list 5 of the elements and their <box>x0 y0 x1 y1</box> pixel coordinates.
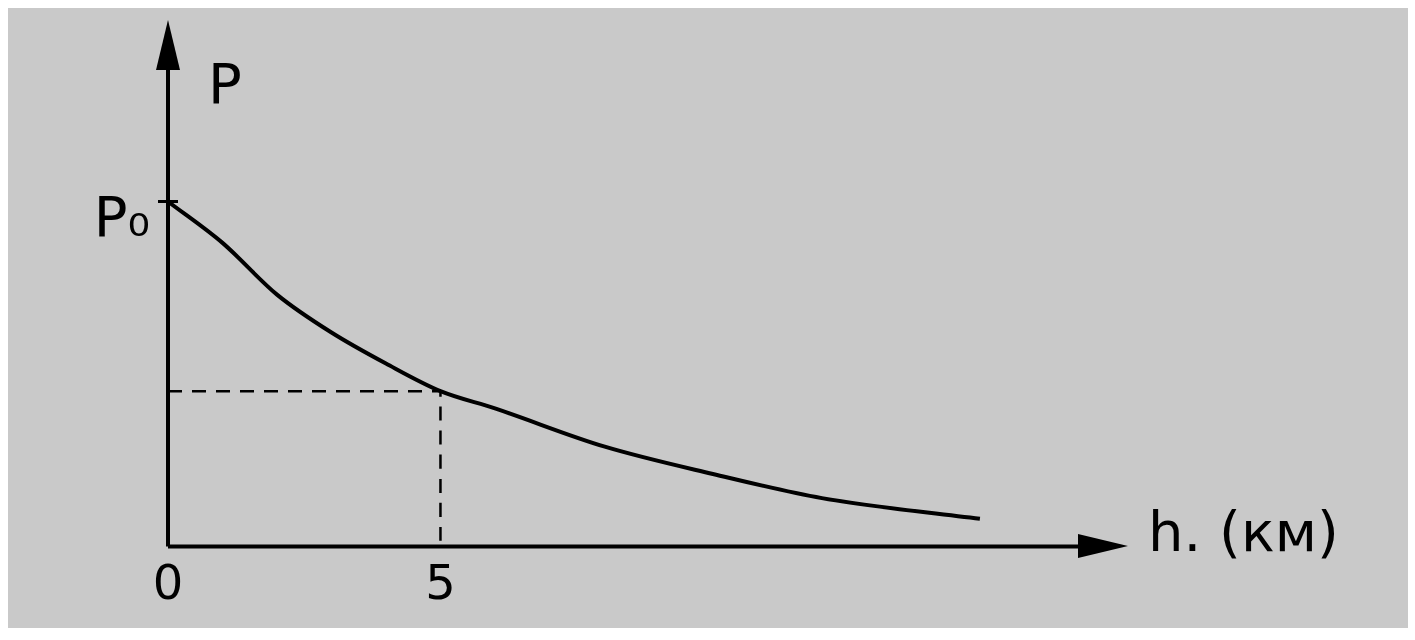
x-axis-title: h. (км) <box>1148 498 1339 564</box>
x-tick-label: 5 <box>425 553 456 610</box>
x-tick-label: 0 <box>152 553 184 610</box>
y-axis-title: P <box>208 50 242 116</box>
annotation: P₀ <box>93 184 150 250</box>
